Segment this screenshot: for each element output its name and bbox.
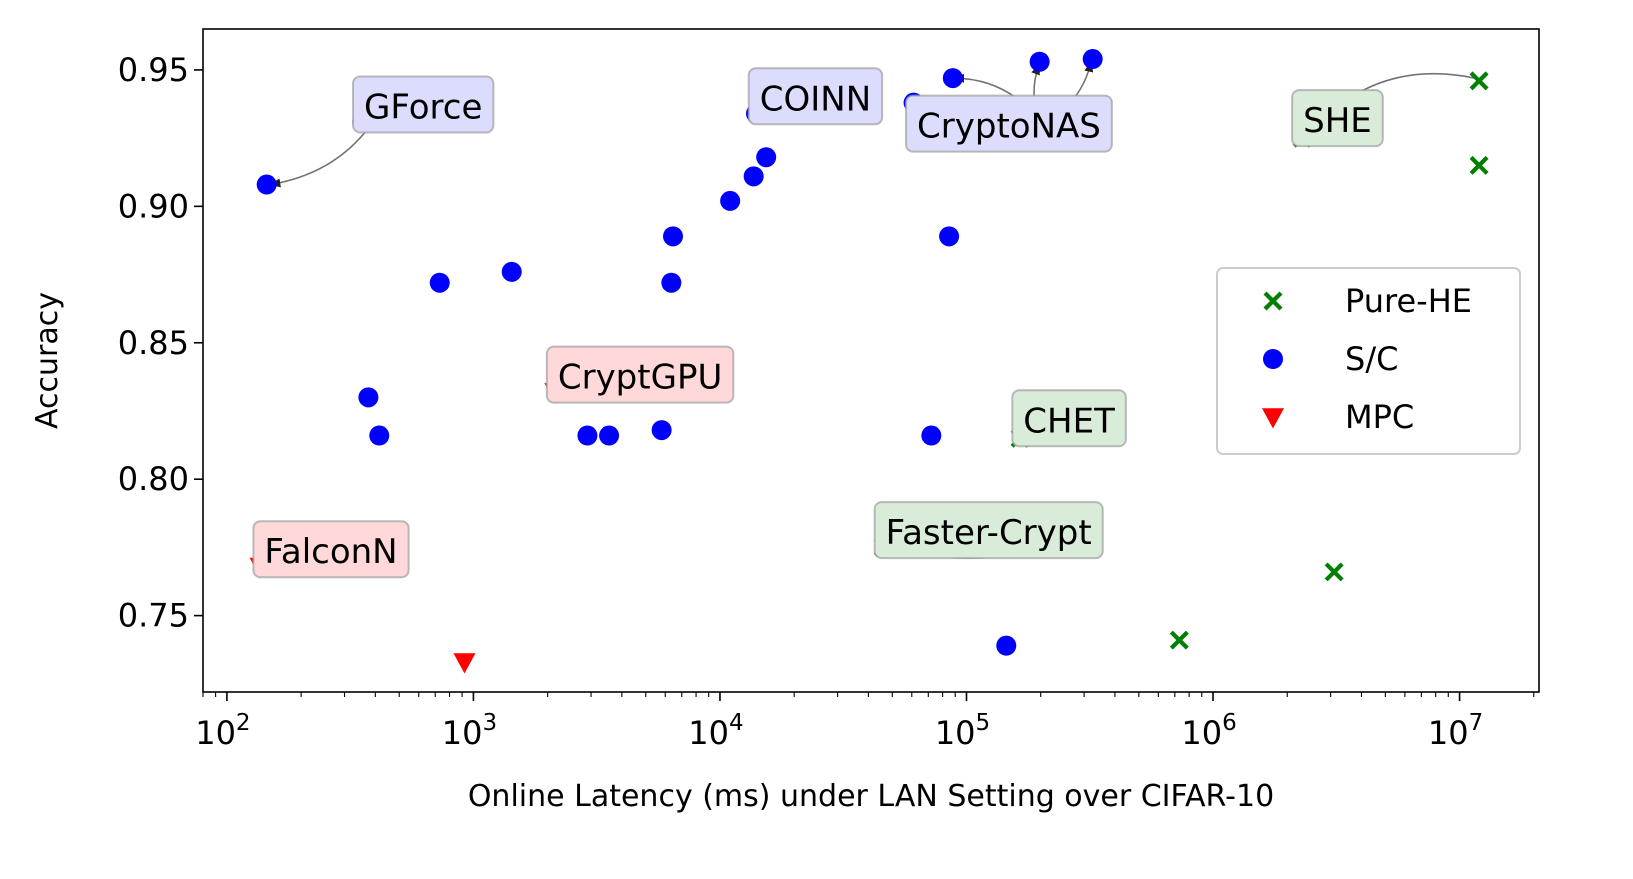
x-tick-exponent: 2 (236, 710, 251, 736)
annotation-chet: CHET (1011, 389, 1127, 448)
annotation-box (873, 501, 1104, 560)
plot-frame (202, 28, 1540, 693)
x-tick-exponent: 7 (1469, 710, 1484, 736)
annotation-label: CHET (1023, 401, 1115, 441)
x-tick-exponent: 5 (976, 710, 991, 736)
x-tick-base: 10 (688, 714, 729, 752)
legend-marker-s-c (1263, 349, 1283, 369)
s-c-point (358, 387, 379, 408)
pure-he-point (1324, 562, 1344, 582)
annotation-gforce: GForce (352, 75, 495, 134)
legend: Pure-HE S/C MPC (1216, 267, 1521, 455)
annotation-label: SHE (1303, 101, 1372, 141)
x-axis-label: Online Latency (ms) under LAN Setting ov… (468, 779, 1274, 814)
y-tick-label: 0.95 (118, 51, 189, 89)
x-tick-exponent: 4 (729, 710, 744, 736)
x-tick-label: 104 (688, 710, 743, 752)
s-c-point (939, 226, 960, 247)
x-tick-base: 10 (195, 714, 236, 752)
annotation-box (252, 520, 410, 579)
x-tick-exponent: 6 (1222, 710, 1237, 736)
annotation-faster-crypt: Faster-Crypt (873, 501, 1104, 560)
x-tick-base: 10 (442, 714, 483, 752)
annotation-she: SHE (1291, 89, 1384, 148)
annotation-label: CryptGPU (558, 358, 723, 398)
x-tick-base: 10 (1428, 714, 1469, 752)
s-c-point (661, 272, 682, 293)
s-c-point (720, 190, 741, 211)
s-c-point (429, 272, 450, 293)
s-c-point (1029, 51, 1050, 72)
s-c-point (996, 635, 1017, 656)
y-tick-label: 0.85 (118, 324, 189, 362)
x-tick-label: 106 (1181, 710, 1236, 752)
annotation-box (545, 345, 735, 404)
annotation-label: COINN (760, 79, 871, 119)
x-tick-base: 10 (1181, 714, 1222, 752)
annotation-cryptonas: CryptoNAS (905, 94, 1113, 153)
annotation-label: Faster-Crypt (886, 513, 1092, 553)
pure-he-point (1169, 630, 1189, 650)
mpc-point (453, 653, 476, 674)
legend-label: MPC (1345, 398, 1414, 436)
annotation-label: CryptoNAS (917, 107, 1101, 147)
s-c-point (663, 226, 684, 247)
annotation-falconn: FalconN (252, 520, 410, 579)
s-c-point (743, 166, 764, 187)
s-c-point (1082, 49, 1103, 70)
annotation-box (1011, 389, 1127, 448)
s-c-point (756, 147, 777, 168)
annotation-label: FalconN (264, 532, 397, 572)
s-c-point (577, 425, 598, 446)
y-tick-label: 0.75 (118, 597, 189, 635)
y-axis-label: Accuracy (30, 292, 65, 429)
x-tick-label: 103 (442, 710, 497, 752)
x-tick-label: 107 (1428, 710, 1483, 752)
annotation-label: GForce (364, 87, 482, 127)
x-tick-label: 105 (935, 710, 990, 752)
y-tick-label: 0.90 (118, 187, 189, 225)
legend-marker-mpc (1262, 408, 1284, 429)
annotation-box (352, 75, 495, 134)
annotation-box (747, 67, 884, 126)
y-tick-label: 0.80 (118, 460, 189, 498)
x-tick-label: 102 (195, 710, 250, 752)
s-c-point (256, 174, 277, 195)
legend-label: S/C (1345, 340, 1398, 378)
x-tick-base: 10 (935, 714, 976, 752)
pure-he-point (1469, 71, 1489, 91)
s-c-point (942, 68, 963, 89)
s-c-point (369, 425, 390, 446)
legend-label: Pure-HE (1345, 282, 1472, 320)
annotation-cryptgpu: CryptGPU (545, 345, 735, 404)
s-c-point (599, 425, 620, 446)
annotation-coinn: COINN (747, 67, 884, 126)
annotation-box (1291, 89, 1384, 148)
s-c-point (921, 425, 942, 446)
s-c-point (501, 261, 522, 282)
x-tick-exponent: 3 (482, 710, 497, 736)
pure-he-point (1469, 155, 1489, 175)
legend-marker-pure-he (1263, 291, 1283, 311)
legend-box (1216, 267, 1521, 455)
s-c-point (651, 420, 672, 441)
annotation-box (905, 94, 1113, 153)
annotation-boxes: GForce COINN CryptoNAS SHE CryptGPU CHET Faste… (252, 67, 1384, 579)
